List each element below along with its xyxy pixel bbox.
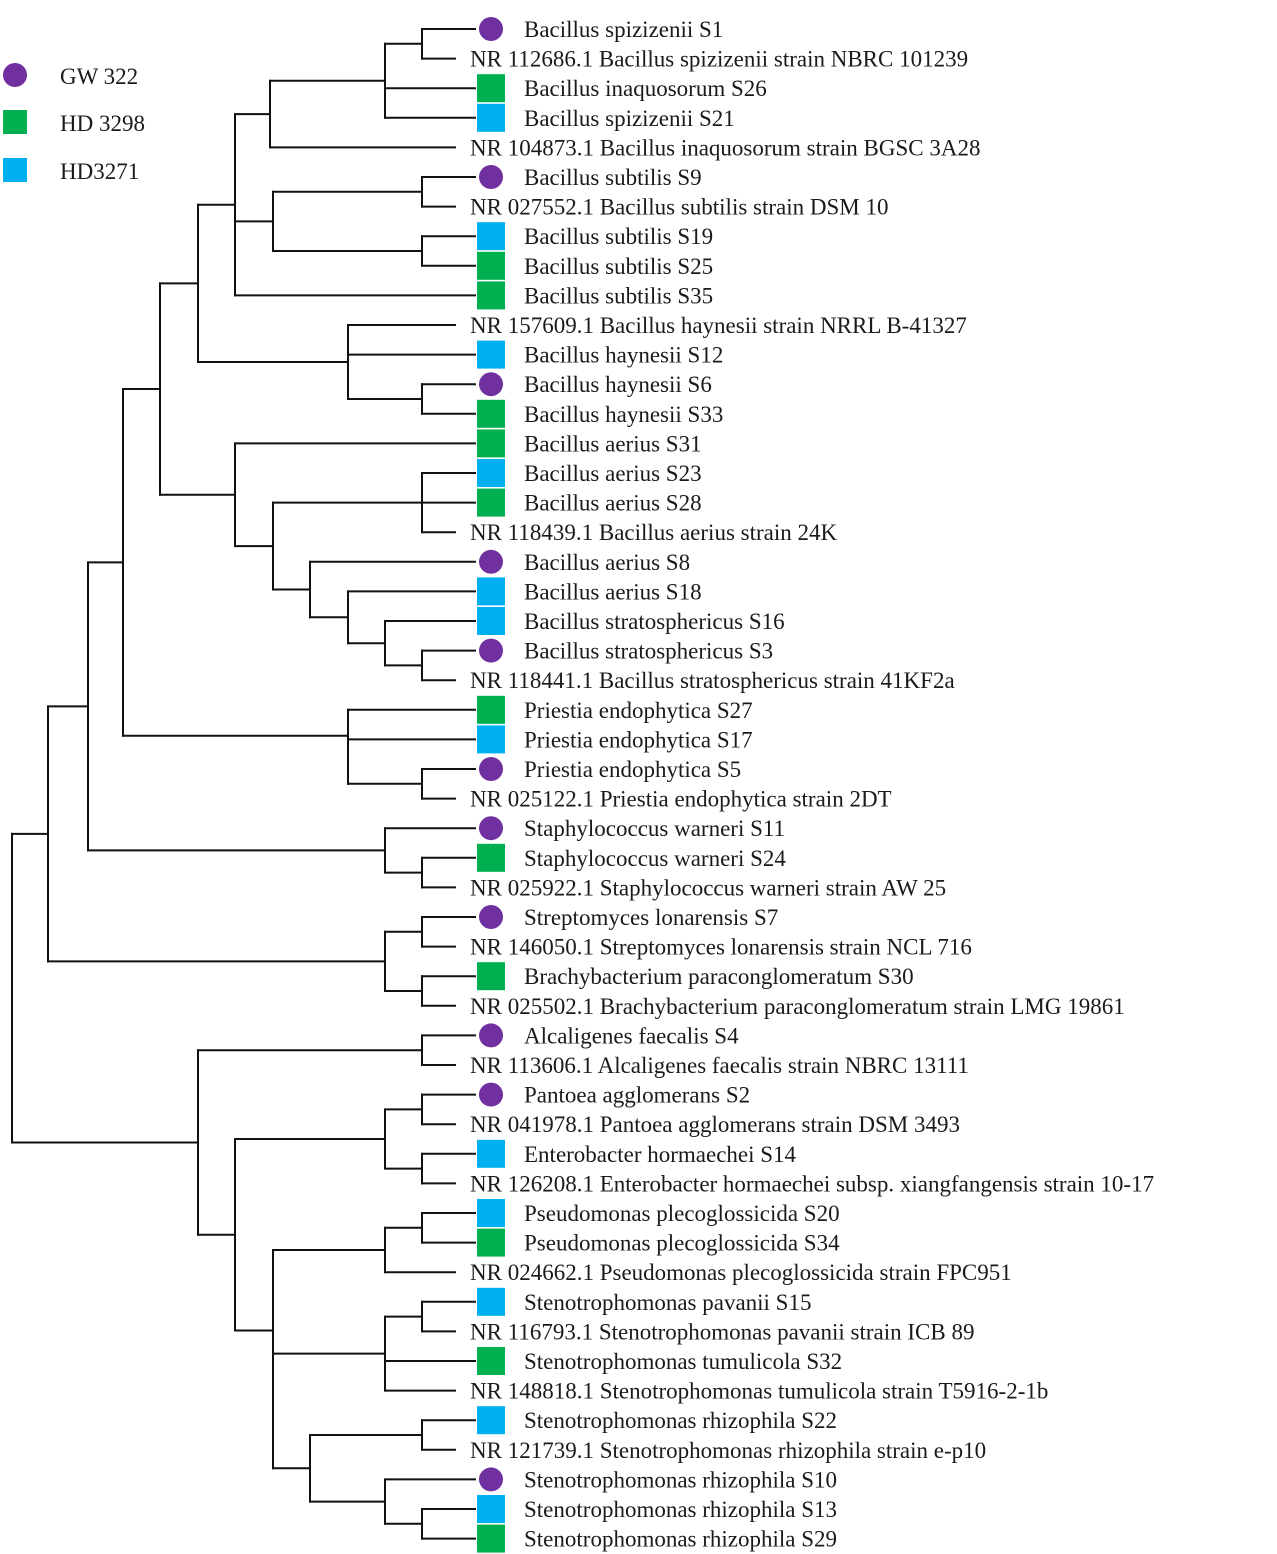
- leaf-marker-square: [477, 1228, 505, 1257]
- leaf-label: Bacillus haynesii S33: [524, 402, 723, 427]
- leaf-marker-square: [477, 340, 505, 369]
- leaf-marker-circle: [479, 816, 503, 841]
- leaf-label: Bacillus inaquosorum S26: [524, 76, 767, 101]
- leaf-marker-square: [477, 1287, 505, 1316]
- leaf-label: Bacillus stratosphericus S16: [524, 609, 785, 634]
- leaf-marker-square: [477, 399, 505, 428]
- legend-marker-square: [3, 158, 27, 182]
- legend-marker-circle: [3, 63, 27, 87]
- leaf-label: Stenotrophomonas tumulicola S32: [524, 1349, 842, 1374]
- leaf-label: Pseudomonas plecoglossicida S34: [524, 1231, 840, 1256]
- leaf-marker-circle: [479, 1467, 503, 1492]
- reference-label: NR 113606.1 Alcaligenes faecalis strain …: [470, 1053, 969, 1078]
- leaf-label: Priestia endophytica S17: [524, 727, 753, 752]
- leaf-label: Bacillus haynesii S12: [524, 343, 723, 368]
- leaf-label: Bacillus aerius S23: [524, 461, 702, 486]
- leaf-marker-circle: [479, 905, 503, 929]
- leaf-label: Priestia endophytica S27: [524, 698, 753, 723]
- leaf-marker-circle: [479, 1023, 503, 1048]
- tree-leaves: Bacillus spizizenii S1 NR 112686.1 Bacill…: [470, 17, 1154, 1553]
- reference-label: NR 157609.1 Bacillus haynesii strain NRR…: [470, 313, 967, 338]
- leaf-label: Bacillus subtilis S25: [524, 254, 713, 279]
- leaf-marker-square: [477, 459, 505, 487]
- leaf-marker-circle: [479, 1082, 503, 1107]
- leaf-marker-square: [477, 1406, 505, 1435]
- leaf-label: Alcaligenes faecalis S4: [524, 1023, 739, 1048]
- reference-label: NR 118441.1 Bacillus stratosphericus str…: [470, 668, 955, 693]
- leaf-label: Pseudomonas plecoglossicida S20: [524, 1201, 840, 1226]
- reference-label: NR 126208.1 Enterobacter hormaechei subs…: [470, 1171, 1154, 1196]
- leaf-marker-square: [477, 488, 505, 517]
- leaf-marker-square: [477, 251, 505, 280]
- reference-label: NR 041978.1 Pantoea agglomerans strain D…: [470, 1112, 960, 1137]
- leaf-label: Bacillus spizizenii S21: [524, 106, 735, 131]
- legend-label: HD3271: [60, 159, 139, 184]
- reference-label: NR 121739.1 Stenotrophomonas rhizophila …: [470, 1438, 986, 1463]
- legend-label: HD 3298: [60, 111, 145, 136]
- leaf-marker-square: [477, 695, 505, 724]
- leaf-label: Priestia endophytica S5: [524, 757, 741, 782]
- leaf-label: Bacillus aerius S28: [524, 491, 702, 516]
- leaf-marker-square: [477, 607, 505, 635]
- leaf-label: Bacillus subtilis S35: [524, 283, 713, 308]
- reference-label: NR 025122.1 Priestia endophytica strain …: [470, 787, 892, 812]
- leaf-marker-square: [477, 1495, 505, 1523]
- leaf-label: Bacillus stratosphericus S3: [524, 639, 773, 664]
- leaf-marker-square: [477, 281, 505, 310]
- reference-label: NR 148818.1 Stenotrophomonas tumulicola …: [470, 1379, 1048, 1404]
- leaf-marker-square: [477, 103, 505, 132]
- reference-label: NR 025502.1 Brachybacterium paraconglome…: [470, 994, 1125, 1019]
- leaf-label: Bacillus aerius S18: [524, 579, 702, 604]
- leaf-label: Bacillus subtilis S19: [524, 224, 713, 249]
- leaf-label: Bacillus aerius S31: [524, 431, 702, 456]
- reference-label: NR 116793.1 Stenotrophomonas pavanii str…: [470, 1319, 974, 1344]
- reference-label: NR 104873.1 Bacillus inaquosorum strain …: [470, 135, 980, 160]
- leaf-label: Brachybacterium paraconglomeratum S30: [524, 964, 914, 989]
- leaf-marker-square: [477, 577, 505, 606]
- leaf-label: Stenotrophomonas rhizophila S13: [524, 1497, 837, 1522]
- leaf-label: Pantoea agglomerans S2: [524, 1083, 750, 1108]
- leaf-label: Stenotrophomonas rhizophila S29: [524, 1527, 837, 1552]
- leaf-marker-circle: [479, 549, 503, 574]
- legend-label: GW 322: [60, 64, 138, 89]
- leaf-marker-square: [477, 74, 505, 103]
- leaf-marker-circle: [479, 17, 503, 41]
- leaf-label: Staphylococcus warneri S24: [524, 846, 786, 871]
- leaf-marker-circle: [479, 638, 503, 663]
- leaf-marker-circle: [479, 757, 503, 781]
- leaf-marker-circle: [479, 372, 503, 397]
- leaf-label: Enterobacter hormaechei S14: [524, 1142, 797, 1167]
- reference-label: NR 118439.1 Bacillus aerius strain 24K: [470, 520, 837, 545]
- reference-label: NR 024662.1 Pseudomonas plecoglossicida …: [470, 1260, 1012, 1285]
- leaf-marker-circle: [479, 165, 503, 189]
- leaf-marker-square: [477, 962, 505, 991]
- leaf-marker-square: [477, 1524, 505, 1553]
- leaf-label: Stenotrophomonas rhizophila S22: [524, 1408, 837, 1433]
- reference-label: NR 027552.1 Bacillus subtilis strain DSM…: [470, 195, 889, 220]
- leaf-label: Stenotrophomonas rhizophila S10: [524, 1467, 837, 1492]
- reference-label: NR 112686.1 Bacillus spizizenii strain N…: [470, 47, 968, 72]
- leaf-marker-square: [477, 429, 505, 458]
- leaf-label: Bacillus spizizenii S1: [524, 17, 723, 42]
- leaf-label: Streptomyces lonarensis S7: [524, 905, 778, 930]
- leaf-marker-square: [477, 1139, 505, 1168]
- leaf-marker-square: [477, 1199, 505, 1227]
- leaf-label: Bacillus aerius S8: [524, 550, 690, 575]
- tree-branches: [11, 28, 476, 1540]
- leaf-label: Bacillus subtilis S9: [524, 165, 702, 190]
- leaf-marker-square: [477, 725, 505, 754]
- leaf-label: Staphylococcus warneri S11: [524, 816, 785, 841]
- leaf-marker-square: [477, 222, 505, 251]
- reference-label: NR 146050.1 Streptomyces lonarensis stra…: [470, 935, 972, 960]
- leaf-marker-square: [477, 1347, 505, 1375]
- leaf-label: Bacillus haynesii S6: [524, 372, 712, 397]
- leaf-label: Stenotrophomonas pavanii S15: [524, 1290, 811, 1315]
- legend: GW 322 HD 3298 HD3271: [3, 63, 145, 184]
- leaf-marker-square: [477, 843, 505, 872]
- legend-marker-square: [3, 110, 27, 134]
- reference-label: NR 025922.1 Staphylococcus warneri strai…: [470, 875, 946, 900]
